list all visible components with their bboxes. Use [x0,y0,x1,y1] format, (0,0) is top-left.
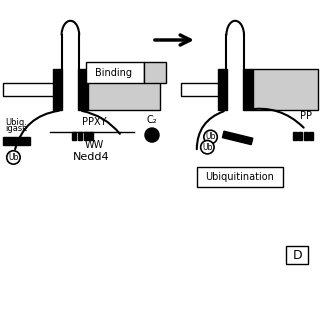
Bar [86,62,144,83]
Bar [293,132,297,140]
Bar [84,132,88,140]
Bar [88,69,160,110]
Text: Ubiq.: Ubiq. [6,118,28,127]
Text: Nedd4: Nedd4 [73,152,109,162]
Text: PP: PP [300,111,312,122]
Bar [286,246,308,264]
Bar [89,132,93,140]
Bar [53,69,62,110]
Text: Ub: Ub [202,143,212,152]
Bar [144,62,166,83]
Bar [304,132,308,140]
Circle shape [204,130,217,144]
Bar [72,132,76,140]
Text: WW: WW [85,140,104,150]
Text: Ub: Ub [205,132,216,141]
Circle shape [145,128,159,142]
Text: PPXY: PPXY [82,117,107,127]
Bar [309,132,313,140]
Bar [197,167,283,187]
Bar [3,137,30,145]
Bar [181,83,218,96]
Text: Ub: Ub [8,153,19,162]
Bar [253,69,318,110]
Text: Ubiquitination: Ubiquitination [205,172,275,182]
Text: igase: igase [5,124,28,132]
Circle shape [201,140,214,154]
Bar [78,132,82,140]
Polygon shape [222,131,253,145]
Text: D: D [292,249,302,261]
Text: Binding: Binding [95,68,132,78]
Circle shape [7,151,20,164]
Bar [78,69,88,110]
Bar [298,132,302,140]
Bar [3,83,53,96]
Text: C₂: C₂ [147,115,157,125]
Bar [243,69,253,110]
Bar [218,69,227,110]
